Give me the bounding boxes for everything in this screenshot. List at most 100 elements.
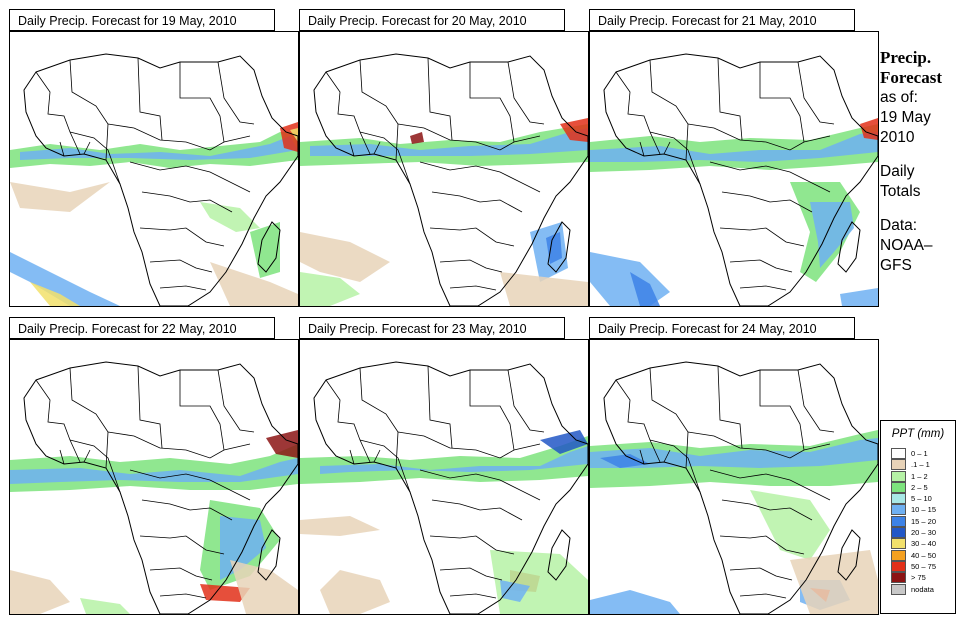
africa-coastline xyxy=(313,361,588,614)
country-border xyxy=(739,593,787,599)
legend-label: .1 – 1 xyxy=(911,460,930,470)
forecast-date-line1: 19 May xyxy=(880,109,931,126)
country-border xyxy=(429,227,515,247)
country-border xyxy=(139,535,225,555)
legend-item: 30 – 40 xyxy=(891,538,955,550)
precip-map xyxy=(299,339,589,615)
panel-title: Daily Precip. Forecast for 20 May, 2010 xyxy=(299,9,565,31)
precip-area xyxy=(10,458,298,484)
legend-label: 40 – 50 xyxy=(911,550,937,560)
legend-swatch xyxy=(891,493,906,505)
legend-swatch xyxy=(891,549,906,561)
legend-item: nodata xyxy=(891,583,955,595)
country-border xyxy=(649,131,701,185)
legend-item: 0 – 1 xyxy=(891,448,955,459)
country-border xyxy=(469,62,515,143)
africa-coastline xyxy=(23,53,298,306)
country-border xyxy=(439,259,503,273)
country-border xyxy=(439,567,503,581)
country-border xyxy=(35,379,81,463)
africa-coastline xyxy=(23,361,298,614)
panel-title: Daily Precip. Forecast for 22 May, 2010 xyxy=(9,317,275,339)
country-border xyxy=(69,367,109,469)
legend-swatch xyxy=(891,504,906,516)
country-border xyxy=(35,71,81,155)
country-border xyxy=(349,141,381,157)
panel-title: Daily Precip. Forecast for 21 May, 2010 xyxy=(589,9,855,31)
precip-area xyxy=(20,136,298,160)
country-border xyxy=(359,367,399,469)
precip-area xyxy=(250,222,280,278)
legend-item: .1 – 1 xyxy=(891,459,955,471)
country-border xyxy=(107,123,251,151)
precip-map xyxy=(589,31,879,307)
legend-label: 5 – 10 xyxy=(911,494,932,504)
country-border xyxy=(427,365,453,449)
africa-coastline xyxy=(603,361,878,614)
precip-area xyxy=(410,132,424,144)
country-border xyxy=(717,365,743,449)
precip-area xyxy=(310,128,588,156)
legend-label: 30 – 40 xyxy=(911,539,937,549)
forecast-panel-day3: Daily Precip. Forecast for 21 May, 2010 xyxy=(589,9,879,307)
precip-area xyxy=(10,132,298,168)
precip-area xyxy=(300,232,390,282)
country-border xyxy=(325,71,371,155)
precip-area xyxy=(230,560,298,614)
country-border xyxy=(359,131,411,185)
country-border xyxy=(397,123,541,151)
precip-map xyxy=(9,339,299,615)
country-border xyxy=(107,431,251,459)
legend-swatch xyxy=(891,481,906,493)
country-border xyxy=(687,431,831,459)
precip-area xyxy=(200,202,260,232)
panel-title: Daily Precip. Forecast for 24 May, 2010 xyxy=(589,317,855,339)
country-border xyxy=(149,259,213,273)
precip-area xyxy=(80,598,130,614)
precip-area xyxy=(790,550,878,614)
country-border xyxy=(129,161,251,193)
country-border xyxy=(639,449,671,465)
legend-swatch xyxy=(891,470,906,482)
precip-area xyxy=(30,282,80,306)
precip-area xyxy=(540,430,588,454)
precip-area xyxy=(300,436,588,484)
precip-area xyxy=(300,272,360,306)
country-border xyxy=(159,593,207,599)
precip-area xyxy=(750,490,830,560)
daily-label: Daily xyxy=(880,163,915,180)
precip-map xyxy=(589,339,879,615)
country-border xyxy=(649,367,689,469)
precip-area xyxy=(10,252,120,306)
country-border xyxy=(615,71,661,155)
totals-label: Totals xyxy=(880,183,921,200)
country-border xyxy=(141,191,233,213)
country-border xyxy=(797,369,835,433)
legend-label: 2 – 5 xyxy=(911,482,928,492)
country-border xyxy=(507,61,545,125)
country-border xyxy=(179,62,225,143)
country-border xyxy=(469,370,515,451)
country-border xyxy=(137,365,163,449)
legend-label: 0 – 1 xyxy=(911,449,928,458)
country-border xyxy=(431,191,523,213)
country-border xyxy=(719,535,805,555)
country-border xyxy=(69,131,121,185)
madagascar-outline xyxy=(547,529,571,581)
africa-map-graphic xyxy=(10,361,298,614)
side-title-line2: Forecast xyxy=(880,68,942,87)
africa-coastline xyxy=(603,53,878,306)
country-border xyxy=(59,141,91,157)
forecast-panel-day4: Daily Precip. Forecast for 22 May, 2010 xyxy=(9,317,299,615)
precip-area xyxy=(300,516,380,536)
country-border xyxy=(137,57,163,141)
country-border xyxy=(717,57,743,141)
legend-item: 20 – 30 xyxy=(891,527,955,539)
precip-map xyxy=(299,31,589,307)
country-border xyxy=(419,161,541,193)
legend-swatch xyxy=(891,515,906,527)
africa-map-graphic xyxy=(300,53,588,306)
precip-area xyxy=(10,182,110,212)
panel-title: Daily Precip. Forecast for 19 May, 2010 xyxy=(9,9,275,31)
country-border xyxy=(721,499,813,521)
